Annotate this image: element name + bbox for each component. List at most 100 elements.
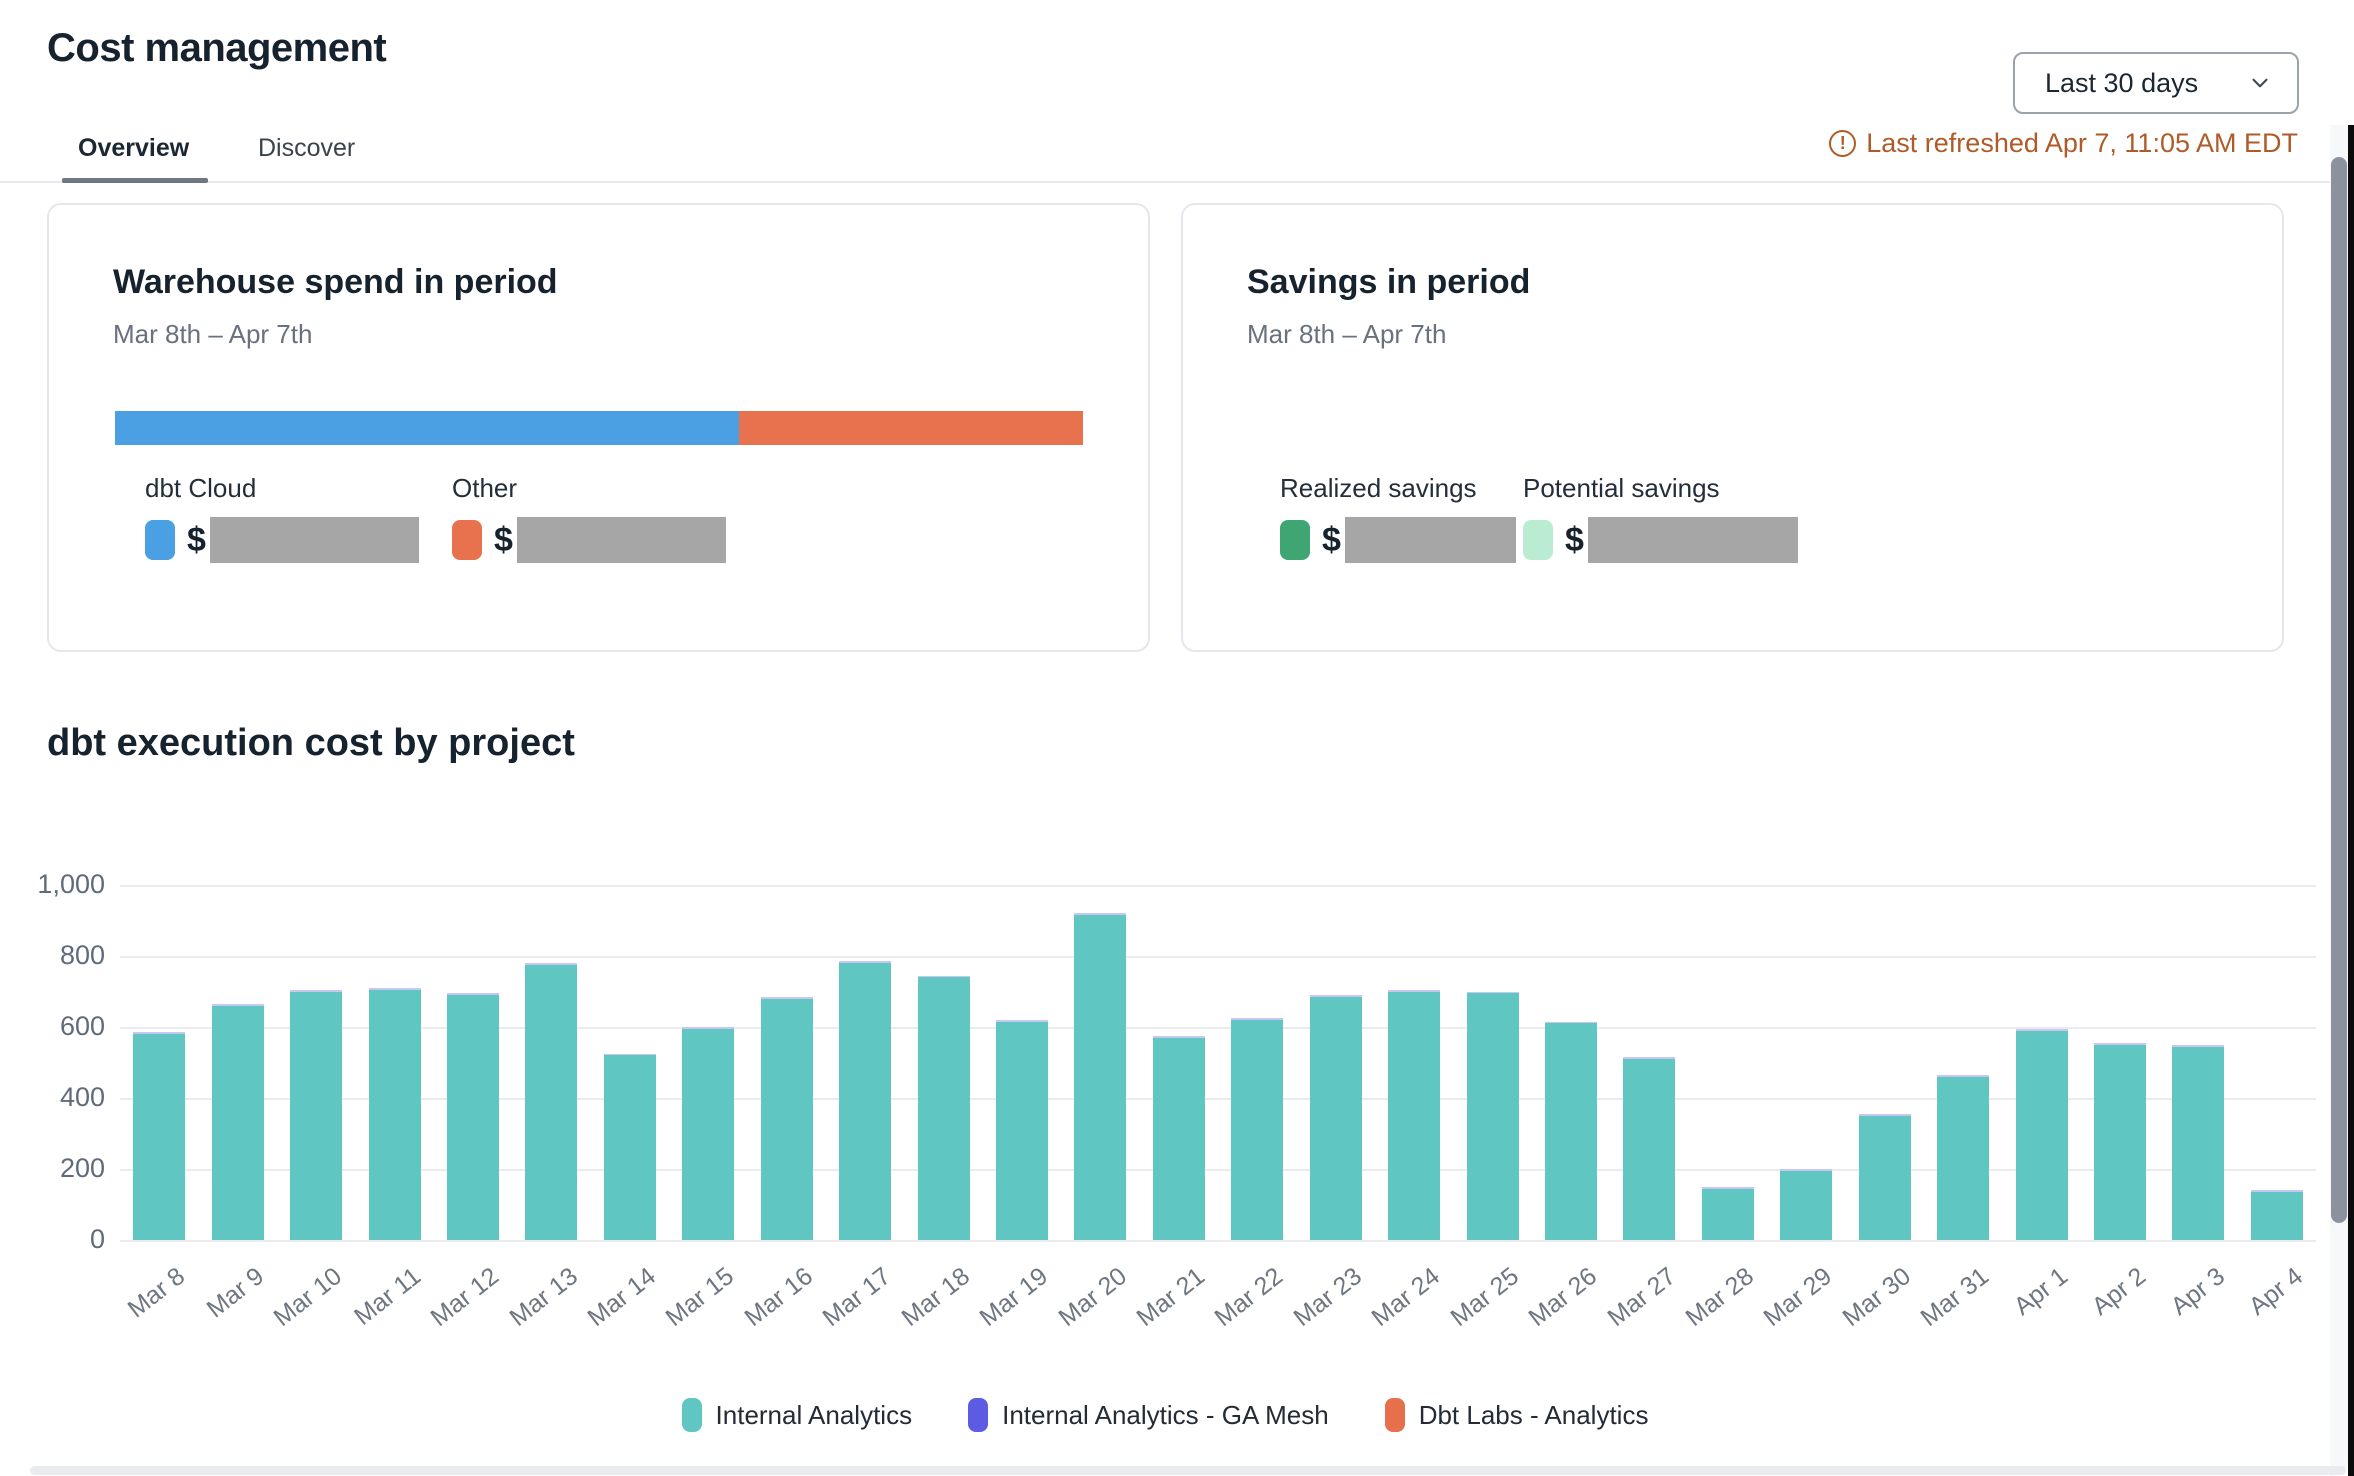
bar-segment	[1388, 989, 1441, 992]
x-tick-label: Mar 16	[739, 1262, 818, 1332]
bar-segment	[1388, 991, 1441, 1240]
date-range-dropdown[interactable]: Last 30 days	[2013, 52, 2299, 114]
bar-mar-11[interactable]	[368, 987, 421, 1240]
x-tick-label: Mar 31	[1915, 1262, 1995, 1332]
gridline-200	[120, 1169, 2316, 1171]
bar-mar-18[interactable]	[917, 975, 970, 1240]
potential-savings-swatch	[1523, 520, 1553, 560]
bar-segment	[1231, 1019, 1284, 1240]
bar-apr-4[interactable]	[2250, 1190, 2303, 1240]
bar-mar-22[interactable]	[1231, 1018, 1284, 1240]
bar-mar-26[interactable]	[1544, 1021, 1597, 1240]
bar-mar-30[interactable]	[1858, 1113, 1911, 1240]
x-tick-label: Mar 27	[1602, 1262, 1681, 1332]
bar-segment	[1231, 1018, 1284, 1020]
legend-item[interactable]: Dbt Labs - Analytics	[1384, 1398, 1648, 1432]
x-tick-label: Mar 25	[1445, 1262, 1524, 1332]
bar-apr-1[interactable]	[2015, 1028, 2068, 1240]
other-swatch	[452, 520, 482, 560]
bar-segment	[603, 1055, 656, 1240]
bar-segment	[1074, 915, 1127, 1240]
spend-bar-dbt-cloud	[115, 411, 740, 445]
bar-segment	[2093, 1044, 2146, 1240]
bar-mar-31[interactable]	[1937, 1074, 1990, 1240]
bar-segment	[446, 995, 499, 1240]
x-tick-label: Mar 15	[660, 1262, 740, 1332]
savings-card: Savings in period Mar 8th – Apr 7th Real…	[1181, 203, 2284, 652]
bar-mar-20[interactable]	[1074, 913, 1127, 1240]
bar-segment	[133, 1032, 186, 1035]
horizontal-scrollbar-track[interactable]	[30, 1466, 2346, 1475]
bar-mar-14[interactable]	[603, 1053, 656, 1240]
y-tick-label: 400	[59, 1082, 105, 1112]
bar-segment	[2172, 1046, 2225, 1240]
bar-mar-9[interactable]	[211, 1003, 264, 1240]
y-tick-label: 800	[59, 940, 105, 970]
bar-apr-2[interactable]	[2093, 1042, 2146, 1240]
y-tick-label: 1,000	[37, 869, 105, 899]
bar-segment	[603, 1053, 656, 1056]
gridline-800	[120, 956, 2316, 958]
potential-savings-value-row: $	[1523, 517, 1798, 563]
bar-segment	[525, 963, 578, 965]
bar-mar-8[interactable]	[133, 1032, 186, 1240]
bar-mar-16[interactable]	[760, 996, 813, 1240]
x-tick-label: Mar 30	[1837, 1262, 1916, 1332]
bar-apr-3[interactable]	[2172, 1044, 2225, 1240]
tab-bar: Overview Discover	[0, 128, 2330, 183]
bar-segment	[1623, 1057, 1676, 1059]
bar-segment	[682, 1027, 735, 1029]
x-tick-label: Mar 11	[348, 1262, 426, 1331]
x-tick-label: Mar 26	[1523, 1262, 1603, 1332]
bar-segment	[839, 963, 892, 1240]
bar-segment	[1309, 995, 1362, 997]
bar-mar-23[interactable]	[1309, 995, 1362, 1240]
dbt-cloud-redacted-value	[209, 517, 419, 563]
x-tick-label: Mar 23	[1288, 1262, 1367, 1332]
bar-mar-25[interactable]	[1466, 991, 1519, 1240]
tab-bar-divider	[0, 181, 2330, 183]
bar-segment	[368, 987, 421, 990]
bar-segment	[917, 977, 970, 1240]
spend-stacked-bar	[115, 411, 1083, 445]
bar-mar-12[interactable]	[446, 993, 499, 1240]
legend-swatch	[1384, 1398, 1405, 1432]
warning-icon: !	[1829, 130, 1857, 157]
x-tick-label: Mar 10	[268, 1262, 348, 1332]
tab-overview[interactable]: Overview	[78, 134, 190, 162]
x-tick-label: Mar 12	[425, 1262, 505, 1332]
last-refreshed-text: Last refreshed Apr 7, 11:05 AM EDT	[1866, 128, 2298, 158]
gridline-1000	[120, 885, 2316, 887]
bar-mar-27[interactable]	[1623, 1057, 1676, 1240]
legend-item[interactable]: Internal Analytics	[681, 1398, 912, 1432]
bar-mar-24[interactable]	[1388, 989, 1441, 1240]
bar-segment	[211, 1005, 264, 1240]
bar-segment	[995, 1019, 1048, 1022]
bar-mar-10[interactable]	[290, 989, 343, 1240]
realized-savings-currency: $	[1322, 520, 1341, 559]
vertical-scrollbar-thumb[interactable]	[2331, 157, 2347, 1223]
x-tick-label: Mar 13	[504, 1262, 583, 1332]
chevron-down-icon	[2252, 78, 2268, 88]
bar-mar-28[interactable]	[1701, 1186, 1754, 1240]
tab-discover[interactable]: Discover	[258, 134, 356, 162]
bar-segment	[2250, 1192, 2303, 1240]
x-tick-label: Mar 14	[582, 1262, 662, 1332]
bar-mar-29[interactable]	[1780, 1169, 1833, 1240]
bar-segment	[133, 1034, 186, 1240]
bar-mar-13[interactable]	[525, 963, 578, 1240]
bar-segment	[2172, 1044, 2225, 1047]
bar-mar-21[interactable]	[1152, 1035, 1205, 1240]
x-tick-label: Apr 1	[2008, 1262, 2073, 1321]
bar-segment	[1544, 1023, 1597, 1240]
bar-segment	[1937, 1074, 1990, 1077]
y-tick-label: 0	[89, 1224, 105, 1254]
bar-mar-17[interactable]	[839, 961, 892, 1240]
bar-mar-15[interactable]	[682, 1027, 735, 1240]
bar-segment	[1152, 1035, 1205, 1038]
bar-mar-19[interactable]	[995, 1019, 1048, 1240]
bar-segment	[525, 964, 578, 1240]
bar-segment	[2093, 1042, 2146, 1045]
legend-item[interactable]: Internal Analytics - GA Mesh	[968, 1398, 1329, 1432]
